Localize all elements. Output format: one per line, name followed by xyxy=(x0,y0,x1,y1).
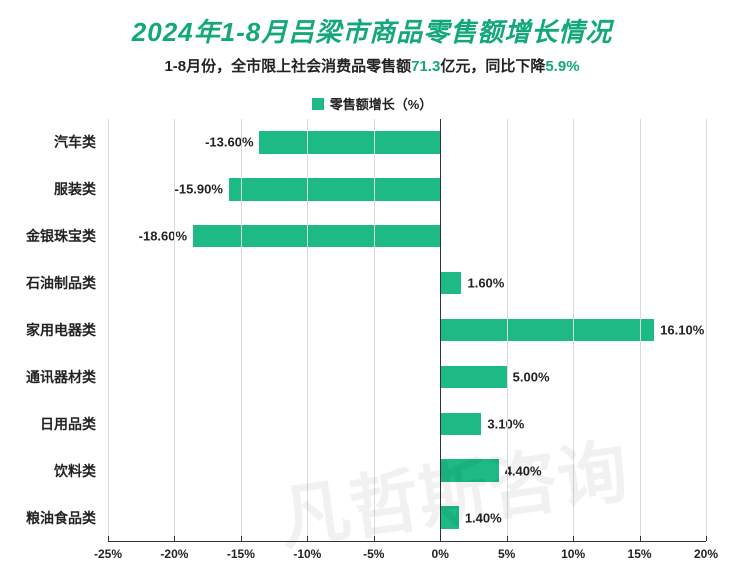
x-tick-label: 5% xyxy=(498,547,515,561)
x-tick-label: 10% xyxy=(561,547,585,561)
x-tick-mark xyxy=(440,536,441,541)
gridline xyxy=(174,119,175,541)
x-tick-label: -25% xyxy=(94,547,122,561)
x-tick-mark xyxy=(507,536,508,541)
x-tick-label: -15% xyxy=(227,547,255,561)
category-label: 汽车类 xyxy=(10,132,96,152)
bar xyxy=(440,506,459,529)
x-tick-label: -10% xyxy=(293,547,321,561)
x-axis: -25%-20%-15%-10%-5%0%5%10%15%20% xyxy=(108,541,706,569)
x-tick-mark xyxy=(174,536,175,541)
zero-line xyxy=(440,119,441,541)
gridline xyxy=(108,119,109,541)
table-row: 饮料类4.40% xyxy=(108,447,706,494)
subtitle-value-1: 71.3 xyxy=(411,58,440,75)
category-label: 石油制品类 xyxy=(10,273,96,293)
x-tick-label: -5% xyxy=(363,547,384,561)
bar-value-label: -15.90% xyxy=(175,182,223,197)
category-label: 服装类 xyxy=(10,179,96,199)
bar-value-label: -13.60% xyxy=(205,135,253,150)
x-tick-mark xyxy=(108,536,109,541)
bar-value-label: 4.40% xyxy=(505,463,542,478)
bar xyxy=(440,319,654,342)
bar xyxy=(229,178,440,201)
subtitle: 1-8月份，全市限上社会消费品零售额71.3亿元，同比下降5.9% xyxy=(18,55,726,76)
gridline xyxy=(573,119,574,541)
x-tick-mark xyxy=(706,536,707,541)
table-row: 石油制品类1.60% xyxy=(108,260,706,307)
x-tick-mark xyxy=(241,536,242,541)
category-label: 日用品类 xyxy=(10,414,96,434)
bar xyxy=(259,131,440,154)
x-tick-mark xyxy=(374,536,375,541)
table-row: 日用品类3.10% xyxy=(108,400,706,447)
x-tick-label: -20% xyxy=(160,547,188,561)
table-row: 汽车类-13.60% xyxy=(108,119,706,166)
category-label: 家用电器类 xyxy=(10,320,96,340)
bars-layer: 汽车类-13.60%服装类-15.90%金银珠宝类-18.60%石油制品类1.6… xyxy=(108,119,706,541)
table-row: 通讯器材类5.00% xyxy=(108,353,706,400)
table-row: 服装类-15.90% xyxy=(108,166,706,213)
table-row: 金银珠宝类-18.60% xyxy=(108,213,706,260)
subtitle-prefix: 1-8月份，全市限上社会消费品零售额 xyxy=(164,58,411,75)
bar-value-label: 1.40% xyxy=(465,510,502,525)
bar-value-label: 1.60% xyxy=(467,276,504,291)
plot-area: 汽车类-13.60%服装类-15.90%金银珠宝类-18.60%石油制品类1.6… xyxy=(108,119,706,541)
table-row: 家用电器类16.10% xyxy=(108,307,706,354)
bar xyxy=(440,459,498,482)
bar-value-label: -18.60% xyxy=(139,229,187,244)
gridline xyxy=(307,119,308,541)
x-tick-mark xyxy=(307,536,308,541)
legend-swatch xyxy=(312,98,324,110)
subtitle-mid: 亿元，同比下降 xyxy=(440,58,545,75)
gridline xyxy=(706,119,707,541)
x-tick-label: 20% xyxy=(694,547,718,561)
category-label: 粮油食品类 xyxy=(10,508,96,528)
category-label: 通讯器材类 xyxy=(10,367,96,387)
gridline xyxy=(241,119,242,541)
legend: 零售额增长（%） xyxy=(18,94,726,113)
gridline xyxy=(640,119,641,541)
subtitle-value-2: 5.9% xyxy=(545,58,579,75)
gridline xyxy=(507,119,508,541)
table-row: 粮油食品类1.40% xyxy=(108,494,706,541)
bar xyxy=(440,366,506,389)
category-label: 饮料类 xyxy=(10,461,96,481)
x-tick-label: 15% xyxy=(628,547,652,561)
bar xyxy=(193,225,440,248)
gridline xyxy=(374,119,375,541)
page-title: 2024年1-8月吕梁市商品零售额增长情况 xyxy=(18,12,726,49)
x-tick-mark xyxy=(573,536,574,541)
bar xyxy=(440,413,481,436)
x-tick-mark xyxy=(640,536,641,541)
bar xyxy=(440,272,461,295)
bar-chart: 汽车类-13.60%服装类-15.90%金银珠宝类-18.60%石油制品类1.6… xyxy=(18,119,726,569)
category-label: 金银珠宝类 xyxy=(10,226,96,246)
bar-value-label: 5.00% xyxy=(513,369,550,384)
x-tick-label: 0% xyxy=(432,547,449,561)
legend-label: 零售额增长（%） xyxy=(330,94,433,113)
bar-value-label: 16.10% xyxy=(660,322,704,337)
